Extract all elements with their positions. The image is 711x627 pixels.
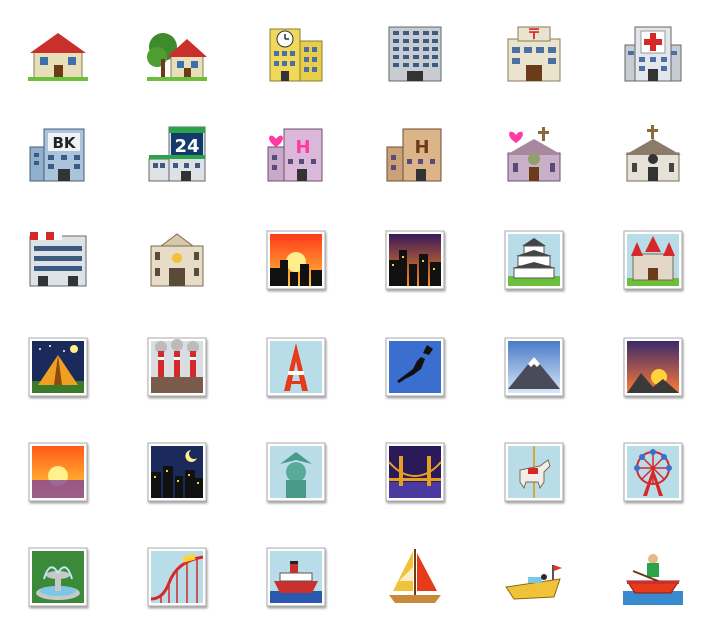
night-with-stars-icon xyxy=(147,442,207,502)
hospital-icon xyxy=(623,25,683,85)
tokyo-tower-icon xyxy=(266,337,326,397)
hotel-label: H xyxy=(414,137,429,158)
roller-coaster-icon xyxy=(147,547,207,607)
statue-of-liberty-icon xyxy=(266,442,326,502)
carousel-horse-icon xyxy=(504,442,564,502)
fountain-icon xyxy=(28,547,88,607)
svg-text:〒: 〒 xyxy=(527,27,541,43)
bank-label: BK xyxy=(52,134,76,152)
wedding-chapel-icon xyxy=(504,125,564,185)
city-dusk-icon xyxy=(385,230,445,290)
house-with-garden-icon xyxy=(147,25,207,85)
department-store-icon xyxy=(28,230,88,290)
house-building-icon xyxy=(28,25,88,85)
love-hotel-icon: H xyxy=(266,125,326,185)
hotel-icon: H xyxy=(385,125,445,185)
european-post-office-icon xyxy=(147,230,207,290)
sunrise-icon xyxy=(28,442,88,502)
european-castle-icon xyxy=(623,230,683,290)
ship-icon xyxy=(266,547,326,607)
convenience-store-icon: 24 xyxy=(147,125,207,185)
rowboat-icon xyxy=(623,547,683,607)
bridge-at-night-icon xyxy=(385,442,445,502)
ferris-wheel-icon xyxy=(623,442,683,502)
tent-camping-icon xyxy=(28,337,88,397)
store-label: 24 xyxy=(174,136,199,157)
office-building-icon xyxy=(385,25,445,85)
speedboat-icon xyxy=(504,547,564,607)
sunrise-over-mountains-icon xyxy=(623,337,683,397)
church-icon xyxy=(623,125,683,185)
post-office-icon: 〒 xyxy=(504,25,564,85)
city-sunset-icon xyxy=(266,230,326,290)
map-of-japan-icon xyxy=(385,337,445,397)
office-building-clock-icon xyxy=(266,25,326,85)
mount-fuji-icon xyxy=(504,337,564,397)
factory-icon xyxy=(147,337,207,397)
love-hotel-label: H xyxy=(295,137,310,158)
bank-icon: BK xyxy=(28,125,88,185)
sailboat-icon xyxy=(385,547,445,607)
japanese-castle-icon xyxy=(504,230,564,290)
